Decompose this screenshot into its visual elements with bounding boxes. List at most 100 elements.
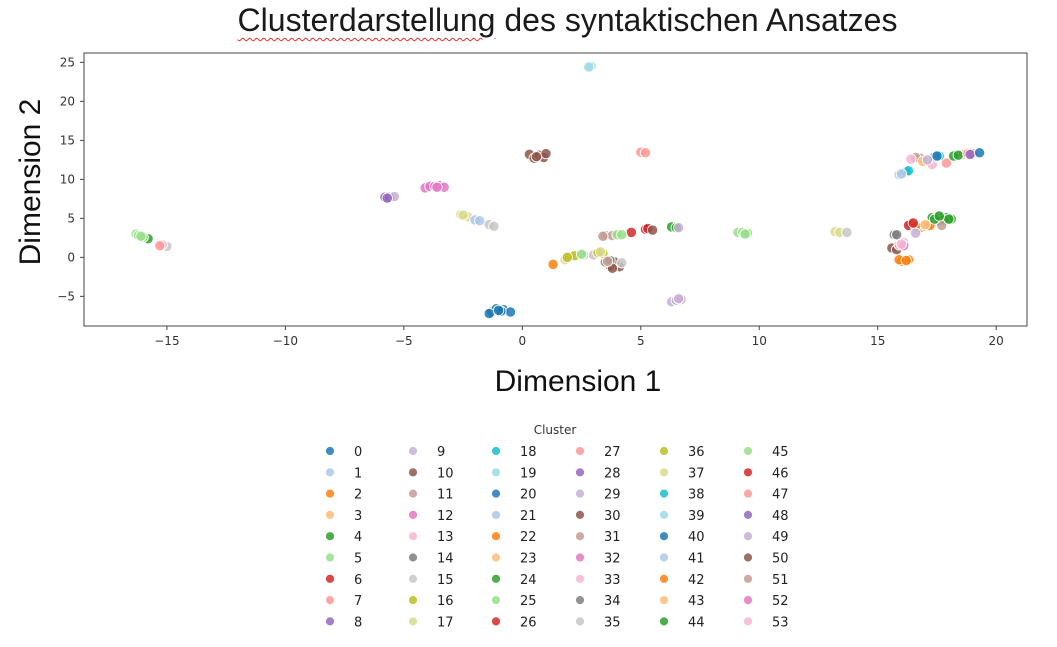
cluster-9-series bbox=[388, 190, 687, 308]
legend-label-6: 6 bbox=[354, 573, 362, 588]
cluster-53-point bbox=[905, 153, 917, 165]
cluster-17-series bbox=[455, 208, 846, 266]
legend-label-47: 47 bbox=[772, 488, 789, 503]
legend-label-32: 32 bbox=[604, 552, 621, 567]
cluster-45-point bbox=[739, 228, 751, 240]
plot-frame bbox=[83, 52, 1028, 327]
cluster-31-series bbox=[601, 255, 614, 267]
legend-marker-42 bbox=[659, 573, 669, 584]
legend-marker-45 bbox=[743, 446, 753, 456]
ticks-layer: −15 −10 −5 0 5 10 15 20 −5 0 5 10 15 20 25 bbox=[57, 55, 1004, 348]
legend-label-33: 33 bbox=[604, 573, 621, 588]
legend-marker-8 bbox=[325, 616, 335, 627]
legend-label-48: 48 bbox=[772, 509, 789, 524]
legend-label-13: 13 bbox=[437, 530, 454, 545]
legend-label-8: 8 bbox=[354, 615, 362, 630]
legend-label-19: 19 bbox=[520, 466, 537, 481]
y-tick-label: 0 bbox=[67, 250, 75, 264]
x-tick-label: 0 bbox=[519, 334, 527, 348]
cluster-45-point bbox=[135, 230, 147, 242]
legend-label-12: 12 bbox=[437, 509, 454, 524]
cluster-29-point bbox=[921, 154, 934, 166]
legend-marker-10 bbox=[408, 467, 418, 478]
y-tick-label: 15 bbox=[60, 133, 75, 147]
cluster-49-point bbox=[673, 293, 685, 305]
legend-marker-9 bbox=[408, 446, 418, 456]
legend-label-30: 30 bbox=[604, 509, 621, 524]
legend-marker-47 bbox=[743, 488, 753, 499]
cluster-46-point bbox=[907, 217, 919, 229]
legend-marker-12 bbox=[408, 510, 418, 520]
cluster-28-point bbox=[964, 148, 976, 161]
legend-label-49: 49 bbox=[772, 530, 789, 545]
chart-title-underlined-word: Clusterdarstellung bbox=[237, 2, 496, 38]
legend-marker-34 bbox=[575, 595, 585, 605]
legend-label-27: 27 bbox=[604, 445, 621, 460]
cluster-42-point bbox=[900, 254, 912, 267]
y-tick-label: 25 bbox=[60, 55, 75, 69]
legend-label-14: 14 bbox=[437, 552, 454, 567]
cluster-41-point bbox=[895, 168, 908, 180]
legend-label-29: 29 bbox=[604, 488, 621, 503]
cluster-2-point bbox=[547, 258, 559, 271]
y-tick-label: 10 bbox=[60, 172, 75, 186]
cluster-35-point bbox=[841, 226, 853, 239]
legend-marker-25 bbox=[491, 595, 501, 605]
legend-marker-19 bbox=[491, 467, 501, 478]
legend-label-15: 15 bbox=[437, 573, 454, 588]
legend: Cluster 01234567891011121314151617181920… bbox=[325, 423, 789, 630]
legend-marker-1 bbox=[325, 467, 335, 478]
legend-label-40: 40 bbox=[688, 530, 705, 545]
cluster-10-point bbox=[540, 147, 552, 160]
legend-label-38: 38 bbox=[688, 488, 705, 503]
cluster-50-series bbox=[530, 151, 543, 163]
points-layer bbox=[130, 60, 986, 320]
cluster-44-series bbox=[928, 210, 945, 225]
legend-label-0: 0 bbox=[354, 445, 362, 460]
legend-label-34: 34 bbox=[604, 594, 621, 609]
cluster-25-point bbox=[616, 229, 628, 241]
cluster-24-point bbox=[943, 213, 955, 225]
legend-marker-16 bbox=[408, 595, 418, 605]
cluster-21-series bbox=[469, 214, 486, 227]
cluster-34-series bbox=[891, 229, 903, 241]
cluster-45-series bbox=[135, 228, 751, 242]
chart-title-rest: des syntaktischen Ansatzes bbox=[504, 2, 898, 38]
legend-marker-0 bbox=[325, 446, 335, 456]
legend-label-52: 52 bbox=[772, 594, 789, 609]
x-tick-label: 20 bbox=[989, 334, 1004, 348]
legend-label-9: 9 bbox=[437, 445, 445, 460]
legend-marker-33 bbox=[575, 573, 585, 584]
cluster-53-point bbox=[895, 238, 908, 250]
legend-label-17: 17 bbox=[437, 615, 454, 630]
cluster-43-series bbox=[919, 218, 931, 231]
cluster-51-series bbox=[597, 230, 609, 242]
cluster-36-point bbox=[561, 251, 573, 264]
legend-marker-38 bbox=[659, 488, 669, 499]
cluster-52-series bbox=[431, 181, 443, 193]
cluster-30-point bbox=[646, 224, 659, 236]
cluster-48-series bbox=[381, 192, 393, 204]
cluster-0-point bbox=[504, 306, 517, 318]
legend-label-22: 22 bbox=[520, 530, 537, 545]
legend-marker-17 bbox=[408, 616, 418, 627]
legend-marker-40 bbox=[659, 531, 669, 542]
x-tick-label: −15 bbox=[154, 334, 179, 348]
legend-marker-44 bbox=[659, 616, 669, 627]
legend-marker-14 bbox=[408, 552, 418, 563]
legend-label-7: 7 bbox=[354, 594, 362, 609]
legend-marker-36 bbox=[659, 446, 669, 456]
legend-marker-37 bbox=[659, 467, 669, 478]
cluster-39-point bbox=[583, 61, 595, 73]
legend-label-5: 5 bbox=[354, 552, 362, 567]
x-tick-label: 5 bbox=[637, 334, 645, 348]
legend-label-10: 10 bbox=[437, 466, 454, 481]
cluster-46-series bbox=[907, 217, 919, 229]
cluster-31-point bbox=[601, 255, 614, 267]
legend-marker-30 bbox=[575, 510, 585, 520]
legend-marker-43 bbox=[659, 595, 669, 605]
y-tick-label: −5 bbox=[57, 289, 75, 303]
y-axis-label: Dimension 2 bbox=[14, 99, 47, 266]
legend-marker-41 bbox=[659, 552, 669, 563]
legend-marker-11 bbox=[408, 488, 418, 499]
